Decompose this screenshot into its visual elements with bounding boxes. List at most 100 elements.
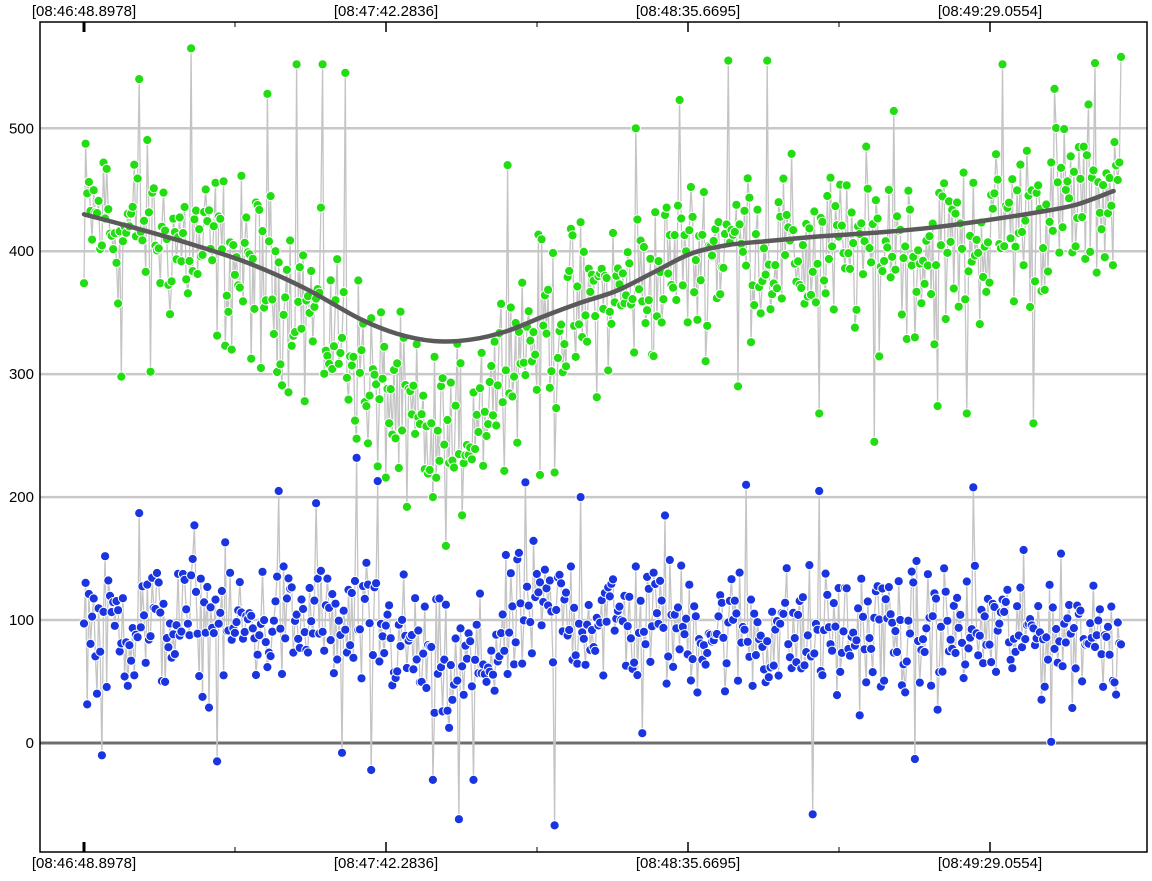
blue-series-point: [153, 577, 164, 588]
green-series-point: [489, 336, 500, 347]
green-series-point: [218, 176, 229, 187]
blue-series-point: [325, 635, 336, 646]
blue-series-point: [950, 647, 961, 659]
blue-series-point: [940, 586, 951, 597]
blue-series-point: [607, 574, 619, 585]
green-series-point: [1077, 212, 1088, 223]
green-series-point: [812, 258, 823, 269]
blue-series-point: [891, 646, 903, 658]
blue-series-point: [254, 630, 265, 641]
green-series-point: [827, 241, 838, 252]
blue-series-point: [215, 607, 226, 619]
green-series-point: [507, 391, 518, 402]
green-series-point: [1104, 172, 1115, 184]
blue-series-point: [382, 609, 393, 620]
green-series-point: [298, 250, 309, 261]
blue-series-point: [793, 609, 804, 621]
green-series-point: [534, 469, 546, 481]
blue-series-point: [124, 640, 135, 651]
green-series-point: [552, 352, 564, 364]
green-series-point: [270, 246, 281, 257]
green-series-point: [354, 367, 365, 378]
blue-series-point: [426, 641, 437, 653]
green-series-point: [601, 272, 612, 284]
green-series-point: [371, 379, 382, 390]
green-series-point: [478, 460, 489, 471]
green-series-point: [924, 231, 935, 242]
blue-series-point: [635, 595, 646, 606]
green-series-point: [315, 202, 326, 213]
blue-series-point: [883, 582, 895, 593]
blue-series-point: [830, 621, 841, 632]
blue-series-point: [809, 648, 820, 659]
blue-series-point: [434, 593, 445, 604]
blue-series-point: [672, 602, 684, 613]
green-series-point: [692, 314, 703, 325]
green-series-point: [982, 237, 994, 248]
green-series-point: [246, 353, 257, 364]
green-series-point: [1046, 157, 1057, 168]
blue-series-point: [851, 635, 862, 646]
green-series-point: [715, 289, 726, 300]
green-series-point: [88, 185, 99, 196]
blue-series-point: [306, 616, 317, 627]
y-tick-label: 0: [26, 735, 34, 752]
blue-series-point: [700, 659, 711, 670]
green-series-point: [379, 341, 390, 352]
green-series-point: [179, 201, 190, 213]
blue-series-point: [827, 645, 838, 656]
green-series-point: [132, 173, 143, 184]
green-series-point: [940, 313, 951, 325]
green-series-point: [392, 358, 403, 369]
green-series-point: [1065, 151, 1076, 162]
green-series-point: [780, 249, 791, 261]
blue-series-point: [359, 593, 370, 605]
green-series-point: [898, 253, 909, 264]
green-series-point: [1096, 224, 1107, 235]
blue-series-point: [904, 628, 916, 639]
green-series-point: [684, 225, 695, 236]
green-series-point: [1038, 243, 1049, 254]
green-series-point: [857, 269, 869, 280]
green-series-point: [1044, 216, 1055, 227]
green-series-point: [708, 235, 719, 247]
green-series-point: [1112, 174, 1123, 186]
green-series-point: [184, 255, 195, 267]
green-series-point: [661, 202, 672, 213]
green-series-point: [638, 241, 650, 253]
blue-series-point: [580, 659, 591, 670]
green-series-point: [1078, 141, 1089, 152]
blue-series-point: [583, 599, 594, 611]
blue-series-point: [664, 554, 675, 566]
blue-series-point: [471, 619, 482, 630]
green-series-point: [870, 195, 882, 206]
green-series-point: [341, 372, 352, 383]
blue-series-point: [734, 567, 745, 578]
green-series-point: [101, 163, 112, 174]
blue-series-point: [570, 650, 581, 661]
blue-series-point: [333, 615, 344, 626]
green-series-point: [502, 160, 513, 171]
blue-series-point: [520, 477, 531, 488]
green-series-point: [364, 390, 375, 401]
blue-series-point: [1041, 632, 1052, 643]
blue-series-point: [366, 764, 377, 776]
blue-series-point: [96, 750, 108, 761]
blue-series-point: [445, 660, 456, 671]
green-series-point: [108, 244, 119, 255]
green-series-point: [1020, 215, 1031, 226]
blue-series-point: [914, 677, 925, 688]
y-tick-label: 200: [9, 489, 34, 506]
blue-series-point: [225, 567, 236, 578]
green-series-point: [517, 277, 528, 288]
x-tick-label-bottom: [08:46:48.8978]: [32, 855, 136, 872]
green-series-point: [909, 332, 921, 343]
green-series-point: [426, 418, 437, 429]
blue-series-point: [817, 670, 828, 681]
green-series-point: [1062, 176, 1073, 187]
blue-series-point: [103, 575, 114, 586]
blue-series-point: [590, 645, 601, 657]
green-series-point: [590, 311, 601, 322]
blue-series-point: [624, 591, 635, 602]
green-series-point: [580, 310, 591, 321]
